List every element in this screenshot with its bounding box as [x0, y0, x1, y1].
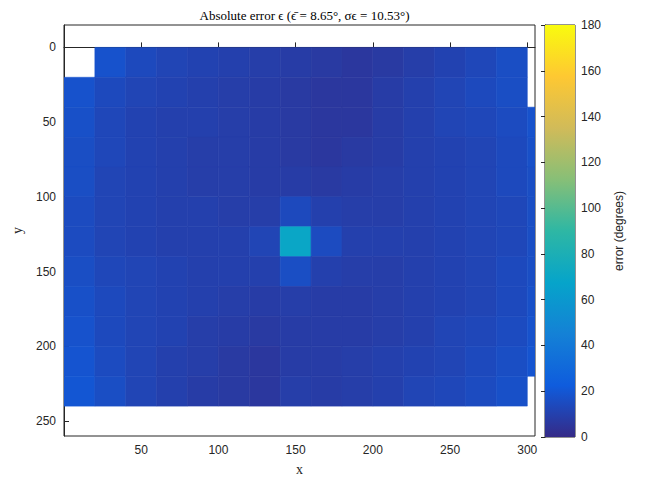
svg-text:0: 0	[581, 430, 588, 444]
svg-text:100: 100	[581, 201, 601, 215]
svg-text:20: 20	[581, 384, 595, 398]
svg-text:150: 150	[286, 443, 306, 457]
svg-text:60: 60	[581, 293, 595, 307]
svg-text:40: 40	[581, 338, 595, 352]
svg-text:x: x	[296, 462, 303, 477]
svg-text:80: 80	[581, 247, 595, 261]
svg-text:250: 250	[440, 443, 460, 457]
svg-text:150: 150	[36, 265, 56, 279]
svg-text:Absolute error ϵ (ϵ̄ = 8.65°,: Absolute error ϵ (ϵ̄ = 8.65°, σϵ = 10.53…	[200, 8, 410, 23]
svg-text:300: 300	[517, 443, 537, 457]
svg-text:50: 50	[43, 115, 57, 129]
svg-text:250: 250	[36, 414, 56, 428]
svg-text:200: 200	[363, 443, 383, 457]
svg-text:error (degrees): error (degrees)	[612, 191, 626, 271]
svg-text:140: 140	[581, 110, 601, 124]
svg-text:100: 100	[36, 190, 56, 204]
svg-text:50: 50	[135, 443, 149, 457]
svg-text:200: 200	[36, 339, 56, 353]
svg-text:180: 180	[581, 18, 601, 32]
svg-text:160: 160	[581, 64, 601, 78]
svg-text:120: 120	[581, 155, 601, 169]
svg-text:y: y	[10, 227, 25, 234]
svg-text:100: 100	[208, 443, 228, 457]
svg-text:0: 0	[49, 40, 56, 54]
